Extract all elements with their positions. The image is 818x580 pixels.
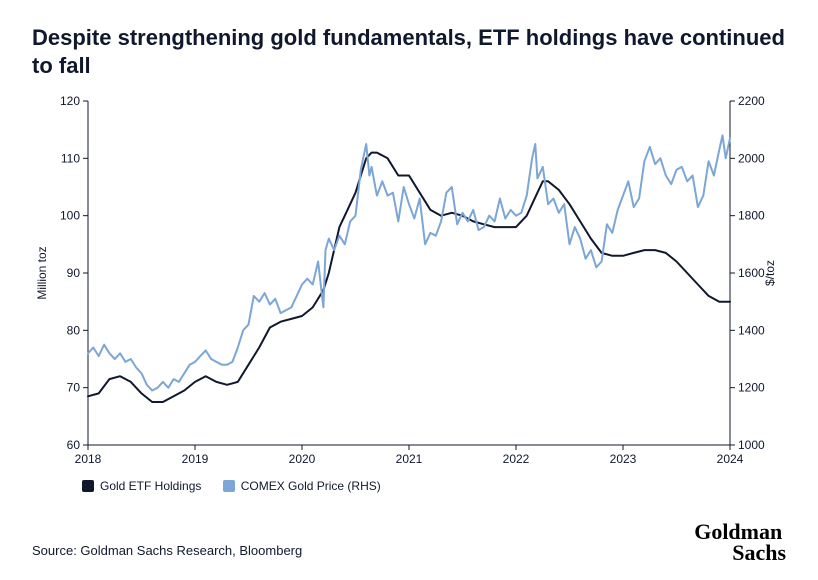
svg-text:70: 70 — [67, 381, 81, 395]
svg-text:2023: 2023 — [610, 452, 637, 466]
svg-text:110: 110 — [61, 151, 80, 165]
svg-text:1600: 1600 — [738, 266, 765, 280]
svg-text:1200: 1200 — [738, 381, 765, 395]
chart-plot: 60 70 80 90 100 110 120 1000 1200 1400 1600 1800 200… — [32, 93, 786, 473]
chart-svg: 60 70 80 90 100 110 120 1000 1200 1400 1600 1800 200… — [32, 93, 786, 473]
svg-text:Million toz: Million toz — [35, 246, 49, 299]
svg-text:2019: 2019 — [182, 452, 209, 466]
chart-title: Despite strengthening gold fundamentals,… — [32, 24, 786, 79]
svg-text:90: 90 — [67, 266, 81, 280]
svg-text:60: 60 — [67, 438, 81, 452]
svg-text:$/toz: $/toz — [763, 260, 777, 286]
svg-text:2000: 2000 — [738, 151, 765, 165]
svg-text:2022: 2022 — [503, 452, 530, 466]
svg-text:2020: 2020 — [289, 452, 316, 466]
svg-text:2021: 2021 — [396, 452, 423, 466]
svg-text:2024: 2024 — [717, 452, 744, 466]
svg-text:1000: 1000 — [738, 438, 765, 452]
legend-swatch-etf — [82, 480, 94, 492]
legend-item-comex: COMEX Gold Price (RHS) — [223, 479, 381, 493]
legend-item-etf: Gold ETF Holdings — [82, 479, 201, 493]
svg-text:1400: 1400 — [738, 323, 765, 337]
legend-label-etf: Gold ETF Holdings — [100, 479, 201, 493]
legend-label-comex: COMEX Gold Price (RHS) — [241, 479, 381, 493]
legend-swatch-comex — [223, 480, 235, 492]
svg-text:100: 100 — [60, 209, 80, 223]
legend: Gold ETF Holdings COMEX Gold Price (RHS) — [82, 479, 786, 495]
logo-line2: Sachs — [732, 543, 786, 564]
svg-text:80: 80 — [67, 323, 81, 337]
svg-text:2018: 2018 — [75, 452, 102, 466]
chart-container: { "title": "Despite strengthening gold f… — [0, 0, 818, 580]
svg-text:120: 120 — [60, 94, 80, 108]
svg-text:2200: 2200 — [738, 94, 765, 108]
goldman-sachs-logo: Goldman Sachs — [694, 522, 786, 564]
source-line: Source: Goldman Sachs Research, Bloomber… — [32, 543, 302, 558]
svg-text:1800: 1800 — [738, 209, 765, 223]
